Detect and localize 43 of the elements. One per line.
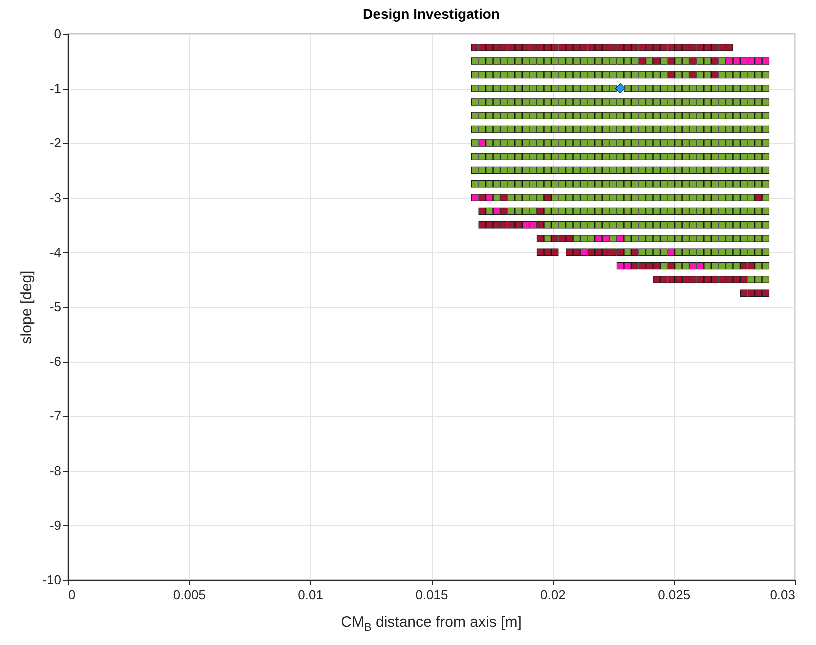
y-tick-label: -6 (50, 354, 62, 370)
y-tick-label: -3 (50, 190, 62, 206)
point (602, 235, 610, 242)
x-tick-label: 0.025 (658, 588, 691, 602)
point (740, 58, 748, 65)
chart-title: Design Investigation (363, 6, 500, 22)
point (748, 58, 755, 65)
point (580, 248, 588, 256)
point (668, 248, 676, 256)
point (762, 58, 770, 65)
x-axis-title: CM$_{B}$ distance from axis [m] (340, 614, 523, 634)
point (595, 235, 602, 242)
point (616, 262, 624, 270)
point (755, 58, 762, 65)
point (530, 221, 537, 229)
point (624, 262, 632, 270)
point (690, 262, 697, 270)
y-tick-label: -1 (50, 81, 62, 96)
point (522, 221, 530, 229)
point (472, 194, 479, 202)
x-tick-label: 0.015 (416, 588, 448, 602)
x-tick-label: 0.03 (770, 588, 796, 602)
x-tick-label: 0.02 (540, 588, 566, 602)
y-tick-label: -4 (50, 244, 62, 260)
point (616, 235, 624, 242)
y-axis-title: slope [deg] (18, 270, 36, 344)
y-tick-label: -9 (50, 518, 62, 533)
y-tick-label: -8 (50, 463, 62, 478)
y-tick-label: -10 (42, 572, 62, 588)
x-tick-label: 0.01 (298, 588, 324, 602)
y-tick-label: -5 (50, 300, 62, 314)
y-tick-label: -7 (50, 408, 62, 424)
point (696, 262, 704, 270)
point (726, 58, 734, 65)
point (486, 194, 494, 202)
point (733, 58, 740, 65)
x-tick-label: 0 (68, 588, 76, 602)
y-tick-label: 0 (54, 26, 62, 42)
point (615, 84, 626, 94)
x-tick-label: 0.005 (173, 588, 206, 602)
y-tick-label: -2 (50, 136, 62, 151)
point (478, 140, 486, 147)
point (493, 208, 501, 216)
